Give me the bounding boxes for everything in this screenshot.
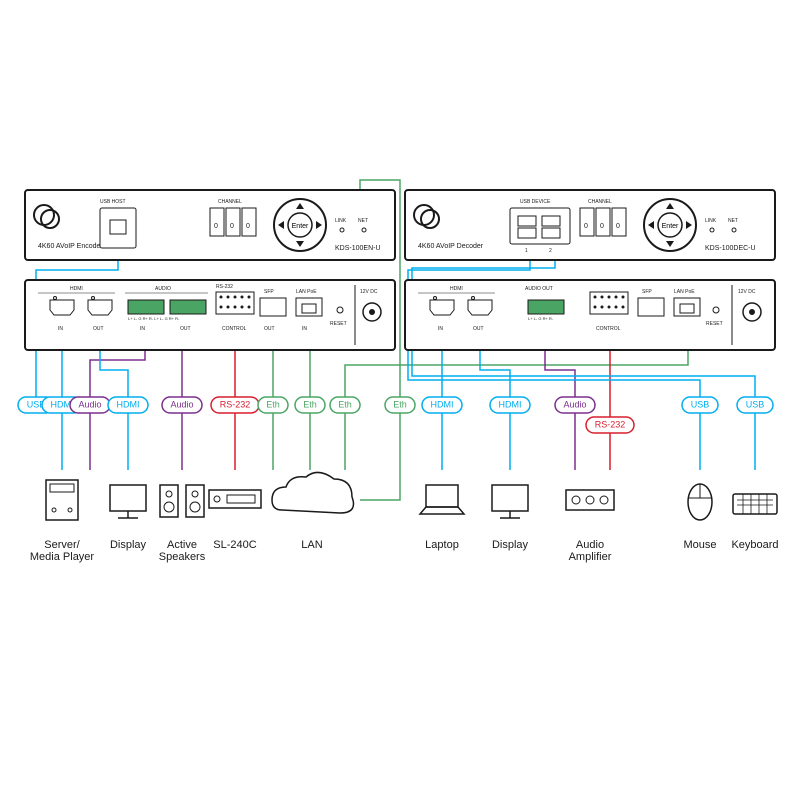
tag-hdmi-dec1: HDMI — [431, 399, 454, 409]
devices: Server/ Media Player Display Active Spea… — [30, 472, 779, 563]
tag-usb-dec2: USB — [746, 399, 765, 409]
enc-dc-label: 12V DC — [360, 289, 378, 295]
amp-label1: Audio — [576, 539, 604, 551]
dec-hdmi-label: HDMI — [450, 286, 463, 292]
dec-lan-label: LAN PoE — [674, 289, 695, 295]
lan-label: LAN — [301, 539, 322, 551]
svg-text:0: 0 — [230, 223, 234, 230]
dec-net: NET — [728, 218, 738, 224]
enc-sfp-label: SFP — [264, 289, 274, 295]
svg-text:0: 0 — [616, 223, 620, 230]
dec-pins: L+ L- G R+ R- — [528, 316, 554, 321]
tag-eth-link: Eth — [393, 399, 407, 409]
dec-reset: RESET — [706, 321, 723, 327]
decoder-front-panel: 4K60 AVoIP Decoder USB DEVICE 1 2 CHANNE… — [405, 190, 775, 260]
decoder-title: 4K60 AVoIP Decoder — [418, 243, 484, 250]
usb-device-label: USB DEVICE — [520, 199, 551, 205]
dec-out1: OUT — [473, 326, 484, 332]
enc-net: NET — [358, 218, 368, 224]
encoder-rear-panel: HDMI IN OUT AUDIO IN OUT L+ L- G R+ R- L… — [25, 280, 395, 350]
laptop-label: Laptop — [425, 539, 459, 551]
enc-lan-label: LAN PoE — [296, 289, 317, 295]
svg-text:0: 0 — [246, 223, 250, 230]
usb-host-label: USB HOST — [100, 199, 126, 205]
enc-hdmi-label: HDMI — [70, 286, 83, 292]
tag-hdmi-enc2: HDMI — [117, 399, 140, 409]
tag-audio-enc2: Audio — [170, 399, 193, 409]
mouse-icon — [688, 484, 712, 520]
dec-dc-label: 12V DC — [738, 289, 756, 295]
dec-link: LINK — [705, 218, 717, 224]
server-icon — [46, 480, 78, 520]
tag-eth-enc1: Eth — [266, 399, 280, 409]
amp-label2: Amplifier — [569, 551, 612, 563]
tags: USB HDMI Audio HDMI Audio RS-232 Eth Eth… — [18, 397, 773, 433]
mouse-label: Mouse — [683, 539, 716, 551]
enc-model: KDS-100EN-U — [335, 245, 381, 252]
enc-audio-label: AUDIO — [155, 286, 171, 292]
sl240c-icon — [209, 490, 261, 508]
speakers-icon — [160, 485, 204, 517]
svg-text:2: 2 — [549, 248, 552, 254]
display2-icon — [492, 485, 528, 518]
enc-enter: Enter — [292, 223, 309, 230]
speakers-label2: Speakers — [159, 551, 206, 563]
tag-eth-enc2: Eth — [303, 399, 317, 409]
enc-in1: IN — [58, 326, 63, 332]
dec-model: KDS-100DEC-U — [705, 245, 756, 252]
dec-audio-label: AUDIO OUT — [525, 286, 553, 292]
dec-ctrl: CONTROL — [596, 326, 621, 332]
tag-rs232-dec: RS-232 — [595, 419, 626, 429]
dec-in1: IN — [438, 326, 443, 332]
tag-eth-enc3: Eth — [338, 399, 352, 409]
keyboard-icon — [733, 494, 777, 514]
encoder-front-panel: 4K60 AVoIP Encoder USB HOST CHANNEL 000 … — [25, 190, 395, 260]
enc-aout: OUT — [180, 326, 191, 332]
sl240c-label: SL-240C — [213, 539, 256, 551]
laptop-icon — [420, 485, 464, 514]
enc-channel-label: CHANNEL — [218, 199, 242, 205]
server-label2: Media Player — [30, 551, 95, 563]
svg-text:0: 0 — [584, 223, 588, 230]
display-label-dec: Display — [492, 539, 529, 551]
tag-audio-dec: Audio — [563, 399, 586, 409]
dec-channel-label: CHANNEL — [588, 199, 612, 205]
lan-icon — [272, 472, 354, 513]
enc-pins: L+ L- G R+ R- L+ L- G R+ R- — [128, 316, 180, 321]
enc-ain: IN — [140, 326, 145, 332]
tag-audio-enc1: Audio — [78, 399, 101, 409]
speakers-label1: Active — [167, 539, 197, 551]
enc-out1: OUT — [93, 326, 104, 332]
display-label-enc: Display — [110, 539, 147, 551]
svg-text:0: 0 — [600, 223, 604, 230]
enc-lanin: IN — [302, 326, 307, 332]
enc-rs232-label: RS-232 — [216, 284, 233, 290]
server-label: Server/ — [44, 539, 80, 551]
enc-sfpout: OUT — [264, 326, 275, 332]
tag-usb-dec1: USB — [691, 399, 710, 409]
amplifier-icon — [566, 490, 614, 510]
enc-ctrl: CONTROL — [222, 326, 247, 332]
display-icon — [110, 485, 146, 518]
svg-text:1: 1 — [525, 248, 528, 254]
decoder-rear-panel: HDMI IN OUT AUDIO OUT L+ L- G R+ R- CONT… — [405, 280, 775, 350]
dec-enter: Enter — [662, 223, 679, 230]
keyboard-label: Keyboard — [731, 539, 778, 551]
enc-link: LINK — [335, 218, 347, 224]
dec-sfp-label: SFP — [642, 289, 652, 295]
encoder-title: 4K60 AVoIP Encoder — [38, 243, 103, 250]
svg-text:0: 0 — [214, 223, 218, 230]
tag-rs232-enc: RS-232 — [220, 399, 251, 409]
enc-reset: RESET — [330, 321, 347, 327]
wire-eth-link — [360, 340, 688, 500]
tag-hdmi-dec2: HDMI — [499, 399, 522, 409]
